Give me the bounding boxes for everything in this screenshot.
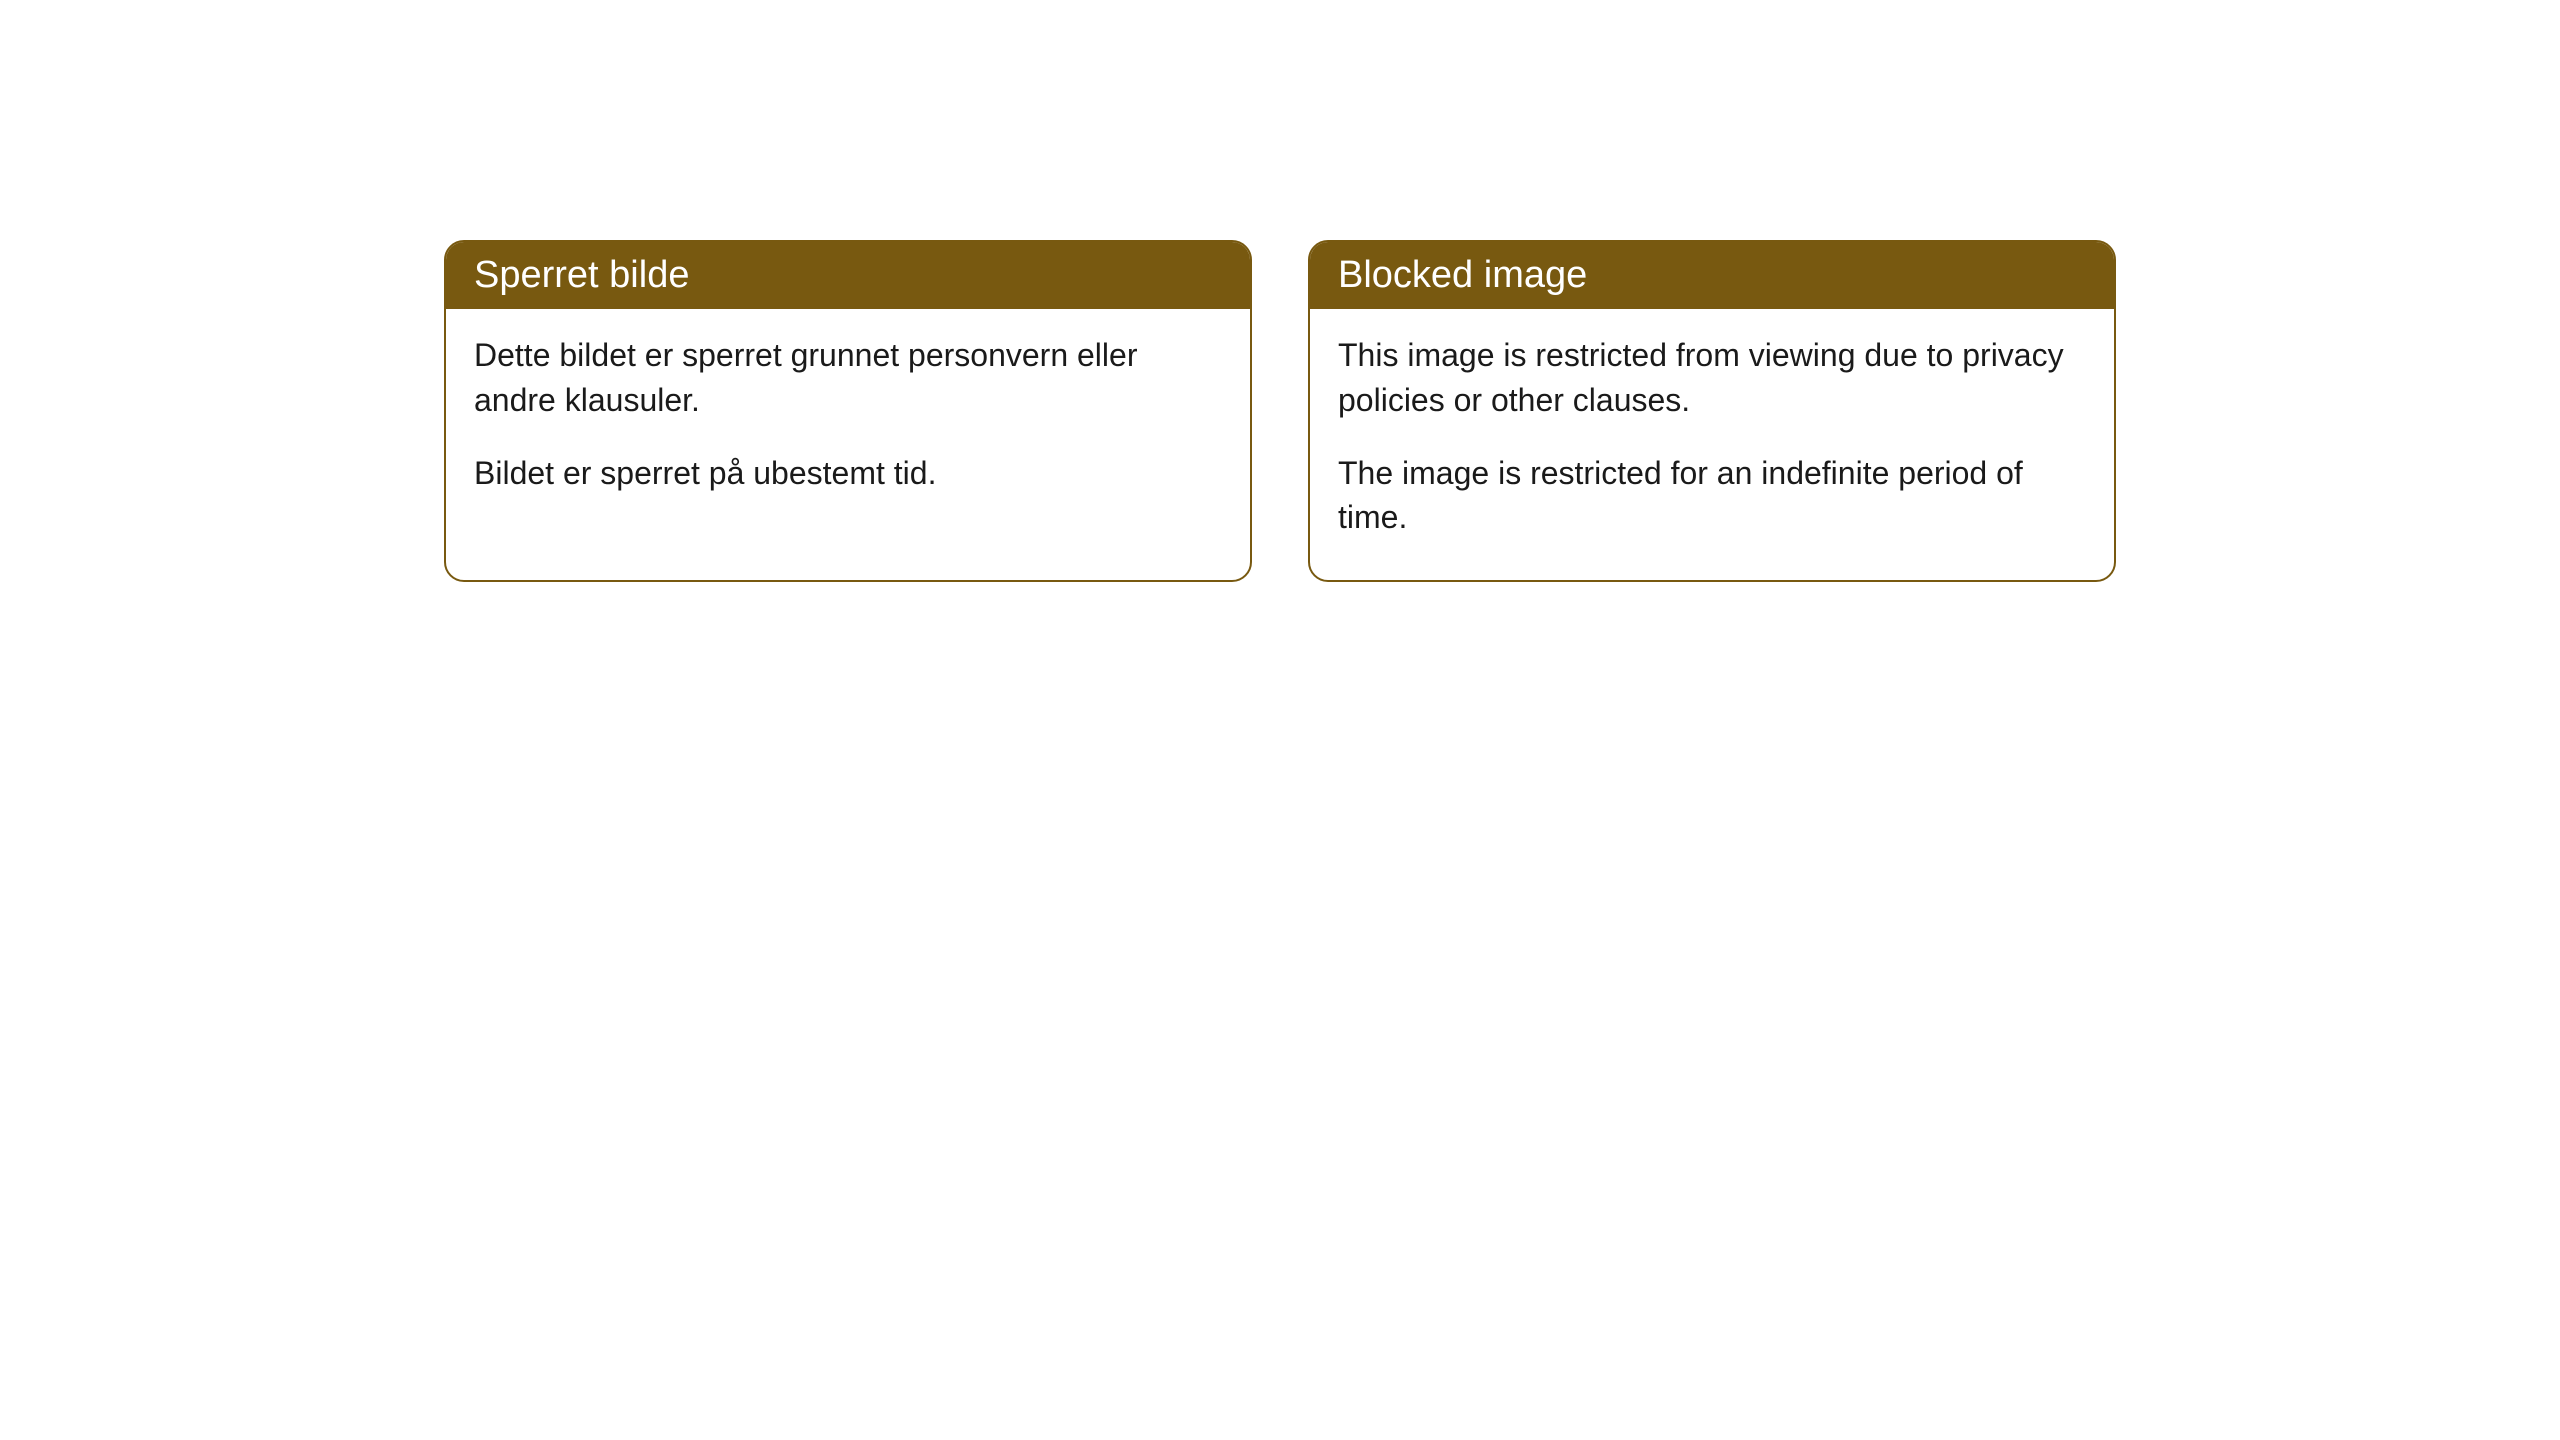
card-header-english: Blocked image <box>1310 242 2114 309</box>
card-title: Sperret bilde <box>474 254 689 296</box>
notice-text-2: Bildet er sperret på ubestemt tid. <box>474 451 1222 496</box>
notice-text-1: Dette bildet er sperret grunnet personve… <box>474 333 1222 423</box>
notice-cards-container: Sperret bilde Dette bildet er sperret gr… <box>444 240 2116 582</box>
blocked-image-card-norwegian: Sperret bilde Dette bildet er sperret gr… <box>444 240 1252 582</box>
card-body-english: This image is restricted from viewing du… <box>1310 309 2114 580</box>
card-body-norwegian: Dette bildet er sperret grunnet personve… <box>446 309 1250 535</box>
card-header-norwegian: Sperret bilde <box>446 242 1250 309</box>
blocked-image-card-english: Blocked image This image is restricted f… <box>1308 240 2116 582</box>
notice-text-2: The image is restricted for an indefinit… <box>1338 451 2086 541</box>
card-title: Blocked image <box>1338 254 1587 296</box>
notice-text-1: This image is restricted from viewing du… <box>1338 333 2086 423</box>
